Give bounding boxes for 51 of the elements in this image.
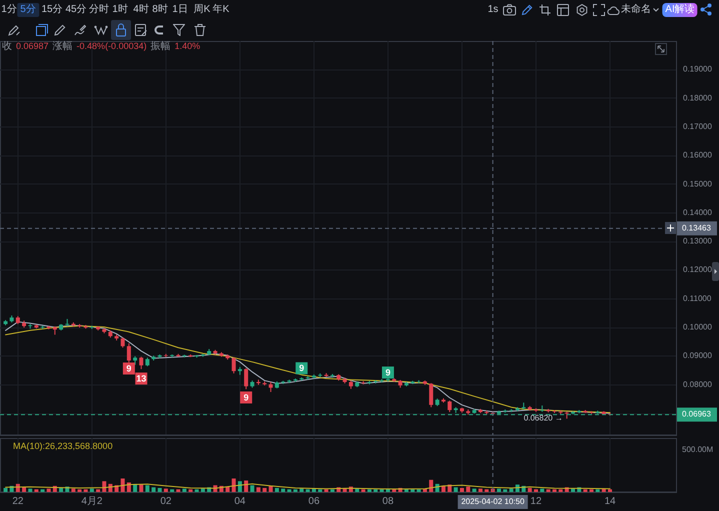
annotation: 13 xyxy=(136,374,146,384)
text: 1日 xyxy=(171,3,189,17)
text: 15分 xyxy=(40,3,64,17)
text: 500.00M xyxy=(682,445,714,455)
text: 年K xyxy=(212,3,230,17)
x-tick-label: 08 xyxy=(382,496,394,507)
y-tick-label: 0.09000 xyxy=(683,351,712,360)
x-tick-label: 4月2 xyxy=(81,496,103,507)
annotation: 9 xyxy=(244,392,249,402)
ref-line-label: 2025-04-02 10:50 xyxy=(461,497,525,506)
text: 4时 xyxy=(132,3,150,17)
ref-line-label: 0.13463 xyxy=(682,223,712,232)
y-tick-label: 0.15000 xyxy=(683,179,712,188)
x-tick-label: 12 xyxy=(530,496,542,507)
y-tick-label: 0.17000 xyxy=(683,122,712,131)
text: 周K xyxy=(192,3,212,17)
x-tick-label: 22 xyxy=(12,496,24,507)
x-tick-label: 02 xyxy=(160,496,172,507)
y-tick-label: 0.18000 xyxy=(683,93,712,102)
y-tick-label: 0.19000 xyxy=(683,64,712,74)
text: MA(10):26,233,568.8000 xyxy=(13,441,113,451)
annotation: 0.06987 xyxy=(16,40,49,53)
y-tick-label: 0.14000 xyxy=(683,208,712,217)
y-tick-label: 0.11000 xyxy=(683,294,712,303)
y-tick-label: 0.16000 xyxy=(683,150,712,160)
text: 45分 xyxy=(64,3,88,17)
annotation: 9 xyxy=(385,368,390,378)
text: AI解读 xyxy=(662,3,698,17)
text: 1分 xyxy=(0,3,18,17)
annotation: 涨幅 xyxy=(52,40,73,53)
text: 1s xyxy=(486,3,500,17)
text: 分时 xyxy=(88,3,110,17)
text: 未命名 xyxy=(620,3,652,17)
text: 5分 xyxy=(17,3,39,17)
text: 1时 xyxy=(111,3,129,17)
y-tick-label: 0.08000 xyxy=(683,380,712,389)
text: 8时 xyxy=(151,3,169,17)
annotation: 9 xyxy=(299,363,304,374)
y-tick-label: 0.10000 xyxy=(683,322,712,332)
annotation: 1.40% xyxy=(174,40,200,53)
ref-line-label: 0.06963 xyxy=(682,410,712,419)
x-tick-label: 06 xyxy=(308,496,320,507)
annotation: 振幅 xyxy=(150,40,171,53)
annotation: -0.48%(-0.00034) xyxy=(76,40,147,53)
x-tick-label: 04 xyxy=(234,496,246,507)
annotation: 9 xyxy=(126,364,132,374)
y-tick-label: 0.12000 xyxy=(683,265,712,274)
y-tick-label: 0.13000 xyxy=(683,236,712,246)
annotation: 收 xyxy=(2,40,12,53)
annotation: 0.06820 → xyxy=(524,414,563,423)
x-tick-label: 14 xyxy=(604,496,616,507)
